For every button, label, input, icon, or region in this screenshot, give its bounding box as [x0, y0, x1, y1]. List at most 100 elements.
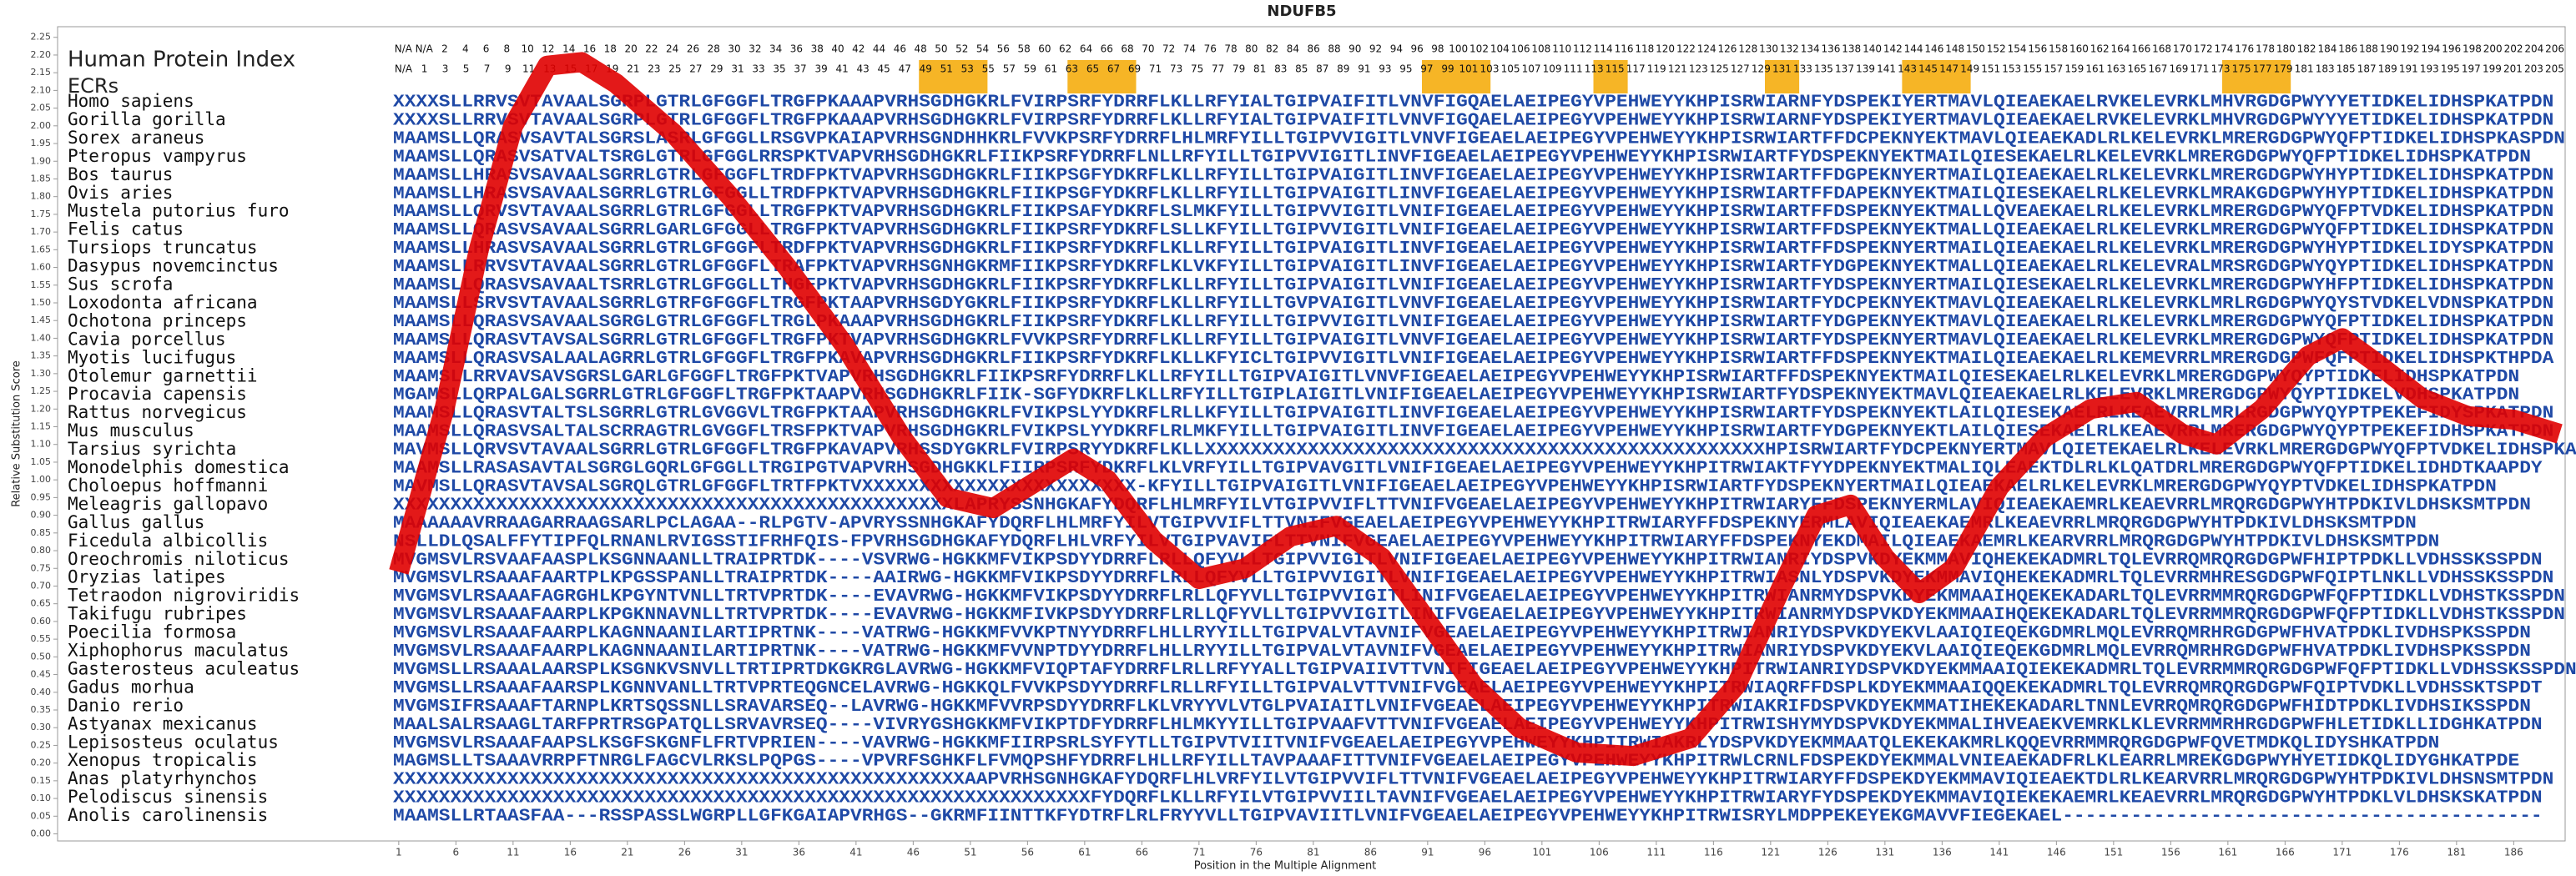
index-label: 7: [484, 63, 491, 75]
species-name: Lepisosteus oculatus: [68, 732, 279, 752]
y-tick-label: 1.45: [31, 315, 52, 325]
x-tick-label: 121: [1761, 847, 1780, 858]
index-label: 177: [2253, 63, 2272, 75]
sequence: XXXXSLLRRVSVTAVAALSGRPLGTRLGFGGFLTRGFPKA…: [393, 111, 2553, 130]
index-label: 197: [2462, 63, 2481, 75]
y-tick-label: 1.80: [31, 191, 52, 202]
index-label: 169: [2170, 63, 2189, 75]
index-label: 171: [2190, 63, 2210, 75]
y-tick-label: 1.20: [31, 403, 52, 414]
species-name: Loxodonta africana: [68, 292, 258, 312]
index-label: 140: [1863, 43, 1882, 55]
index-label: 115: [1606, 63, 1625, 75]
ecr-region: [1067, 60, 1137, 93]
y-tick-label: 1.55: [31, 279, 52, 290]
index-label: 86: [1308, 43, 1320, 55]
index-label: 83: [1274, 63, 1287, 75]
y-tick-label: 2.00: [31, 120, 52, 131]
x-tick-label: 61: [1078, 847, 1091, 858]
index-label: 42: [852, 43, 865, 55]
x-tick-label: 146: [2047, 847, 2066, 858]
index-label: 22: [645, 43, 658, 55]
y-tick-label: 1.85: [31, 173, 52, 184]
index-label: 112: [1573, 43, 1592, 55]
sequence: MAAMSLLQRASVSAVAALSGRRLGARLGFGGLLTRGFPKT…: [393, 221, 2553, 240]
x-tick-label: 81: [1307, 847, 1319, 858]
index-label: 131: [1772, 63, 1792, 75]
index-label: 38: [811, 43, 824, 55]
index-label: 200: [2483, 43, 2503, 55]
index-label: 41: [835, 63, 848, 75]
index-label: 178: [2256, 43, 2275, 55]
species-name: Xenopus tropicalis: [68, 750, 258, 770]
y-tick-label: 0.40: [31, 687, 52, 697]
index-label: 73: [1170, 63, 1182, 75]
y-tick-label: 1.40: [31, 332, 52, 343]
y-tick-label: 0.00: [31, 828, 52, 839]
species-name: Tetraodon nigroviridis: [68, 586, 300, 606]
plot-frame: [57, 26, 2566, 842]
x-tick-label: 126: [1818, 847, 1837, 858]
index-label: 170: [2173, 43, 2192, 55]
y-tick-label: 1.30: [31, 368, 52, 379]
index-label: 47: [899, 63, 911, 75]
index-label: 75: [1191, 63, 1203, 75]
x-tick-label: 16: [564, 847, 577, 858]
sequence: XXXXXXXXXXXXXXXXXXXXXXXXXXXXXXXXXXXXXXXX…: [393, 771, 2553, 790]
index-label: 6: [483, 43, 490, 55]
index-label: 28: [708, 43, 720, 55]
species-name: Mus musculus: [68, 420, 194, 441]
index-label: 64: [1080, 43, 1092, 55]
index-label: 206: [2545, 43, 2564, 55]
x-tick-label: 91: [1421, 847, 1434, 858]
index-label: 51: [940, 63, 953, 75]
score-layer: [389, 52, 2563, 767]
index-label: 136: [1821, 43, 1840, 55]
index-label: 9: [505, 63, 512, 75]
x-tick-label: 56: [1021, 847, 1034, 858]
sequence: MAAMSLLHRASVSAVAALSGRRLGTRLGFGGFLTRDFPKT…: [393, 166, 2553, 185]
index-label: 205: [2545, 63, 2564, 75]
y-tick-label: 1.60: [31, 262, 52, 273]
index-label: 95: [1399, 63, 1412, 75]
index-label: 188: [2359, 43, 2378, 55]
index-label: 165: [2127, 63, 2146, 75]
index-label: 65: [1086, 63, 1099, 75]
x-tick-label: 166: [2276, 847, 2295, 858]
index-label: 175: [2232, 63, 2251, 75]
y-tick-label: 0.55: [31, 633, 52, 644]
x-tick-label: 66: [1136, 847, 1148, 858]
index-label: 52: [955, 43, 968, 55]
x-tick-label: 51: [964, 847, 976, 858]
sequence: XXXXSLLRRVSVTAVAALSGRPLGTRLGFGGFLTRGFPKA…: [393, 93, 2553, 113]
y-tick-label: 1.90: [31, 155, 52, 166]
sequence: MAAMSLLQRASVSALAALAGRRLGTRLGFGGFLTRGFPKA…: [393, 350, 2554, 369]
index-label: 113: [1585, 63, 1604, 75]
index-label: 109: [1543, 63, 1562, 75]
sequence: MAGMSLLTSAAAVRRPFTNRGLFAGCVLRKSLPQPGS---…: [393, 753, 2519, 772]
y-tick-label: 0.65: [31, 598, 52, 609]
index-label: 168: [2152, 43, 2171, 55]
index-label: 77: [1212, 63, 1224, 75]
y-tick-label: 0.05: [31, 810, 52, 821]
index-label: N/A: [416, 43, 434, 55]
index-label: 39: [814, 63, 827, 75]
x-tick-label: 31: [735, 847, 748, 858]
index-label: 69: [1128, 63, 1141, 75]
index-label: 120: [1656, 43, 1675, 55]
y-tick-label: 2.25: [31, 32, 52, 43]
sequence: MAAMSLLQRASVTALTSLSGRRLGTRLGVGGVLTRGFPKT…: [393, 405, 2553, 424]
index-label: 204: [2524, 43, 2543, 55]
index-label: 20: [624, 43, 637, 55]
index-label: 89: [1337, 63, 1349, 75]
y-tick-label: 0.15: [31, 775, 52, 786]
species-name: Otolemur garnettii: [68, 365, 258, 385]
index-label: 130: [1759, 43, 1778, 55]
index-label: 70: [1142, 43, 1154, 55]
x-tick-label: 156: [2161, 847, 2180, 858]
y-tick-label: 0.85: [31, 527, 52, 538]
sequence: XXXXXXXXXXXXXXXXXXXXXXXXXXXXXXXXXXXXXXXX…: [393, 496, 2531, 515]
x-tick-label: 136: [1933, 847, 1952, 858]
index-label: 105: [1501, 63, 1520, 75]
index-label: 37: [794, 63, 806, 75]
